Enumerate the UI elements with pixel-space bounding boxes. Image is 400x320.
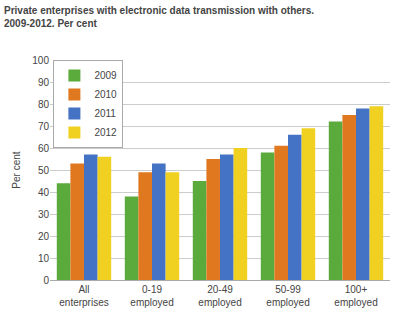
svg-text:20: 20	[38, 231, 50, 242]
svg-text:100: 100	[32, 55, 49, 66]
svg-text:90: 90	[38, 77, 50, 88]
svg-text:10: 10	[38, 253, 50, 264]
svg-text:80: 80	[38, 99, 50, 110]
svg-text:70: 70	[38, 121, 50, 132]
svg-text:0-19employed: 0-19employed	[130, 284, 173, 308]
svg-text:2011: 2011	[94, 108, 116, 119]
svg-text:2009: 2009	[94, 70, 117, 81]
svg-text:30: 30	[38, 209, 50, 220]
svg-text:50: 50	[38, 165, 50, 176]
svg-text:Allenterprises: Allenterprises	[59, 284, 108, 308]
svg-text:100+employed: 100+employed	[334, 284, 377, 308]
svg-text:40: 40	[38, 187, 50, 198]
svg-text:0: 0	[43, 275, 49, 286]
svg-text:20-49employed: 20-49employed	[198, 284, 241, 308]
svg-text:60: 60	[38, 143, 50, 154]
svg-text:Per cent: Per cent	[11, 151, 22, 188]
svg-text:2012: 2012	[94, 127, 117, 138]
svg-text:Private enterprises with elect: Private enterprises with electronic data…	[4, 5, 314, 29]
svg-text:50-99employed: 50-99employed	[266, 284, 309, 308]
svg-text:2010: 2010	[94, 89, 117, 100]
